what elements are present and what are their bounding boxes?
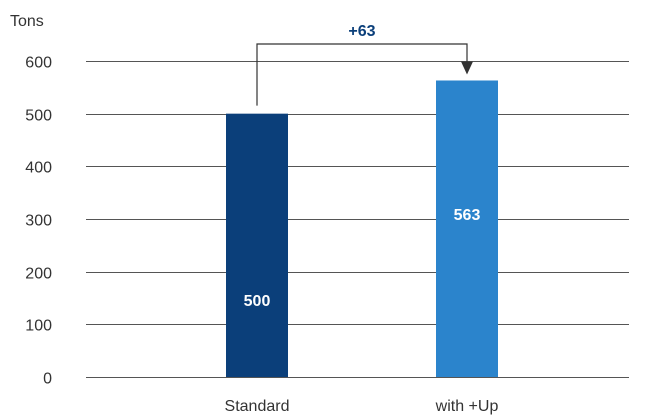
y-tick-label: 100 bbox=[25, 318, 52, 335]
y-unit-label: Tons bbox=[10, 13, 44, 30]
x-category-label: with +Up bbox=[435, 398, 499, 415]
bars: 500 563 bbox=[226, 80, 498, 378]
arrow-head-icon bbox=[461, 61, 473, 75]
y-tick-label: 200 bbox=[25, 266, 52, 283]
x-axis-categories: Standard with +Up bbox=[225, 398, 499, 415]
difference-label: +63 bbox=[348, 23, 375, 40]
y-tick-label: 0 bbox=[43, 371, 52, 388]
y-axis-ticks: 0 100 200 300 400 500 600 bbox=[25, 55, 52, 388]
bar bbox=[226, 113, 288, 378]
bar bbox=[436, 80, 498, 377]
data-label: 500 bbox=[244, 293, 271, 310]
difference-annotation: +63 bbox=[256, 23, 473, 106]
gridlines bbox=[86, 61, 629, 378]
bracket-line bbox=[256, 43, 468, 106]
y-tick-label: 300 bbox=[25, 213, 52, 230]
data-label: 563 bbox=[454, 207, 481, 224]
y-tick-label: 400 bbox=[25, 160, 52, 177]
x-category-label: Standard bbox=[225, 398, 290, 415]
y-tick-label: 600 bbox=[25, 55, 52, 72]
y-tick-label: 500 bbox=[25, 108, 52, 125]
